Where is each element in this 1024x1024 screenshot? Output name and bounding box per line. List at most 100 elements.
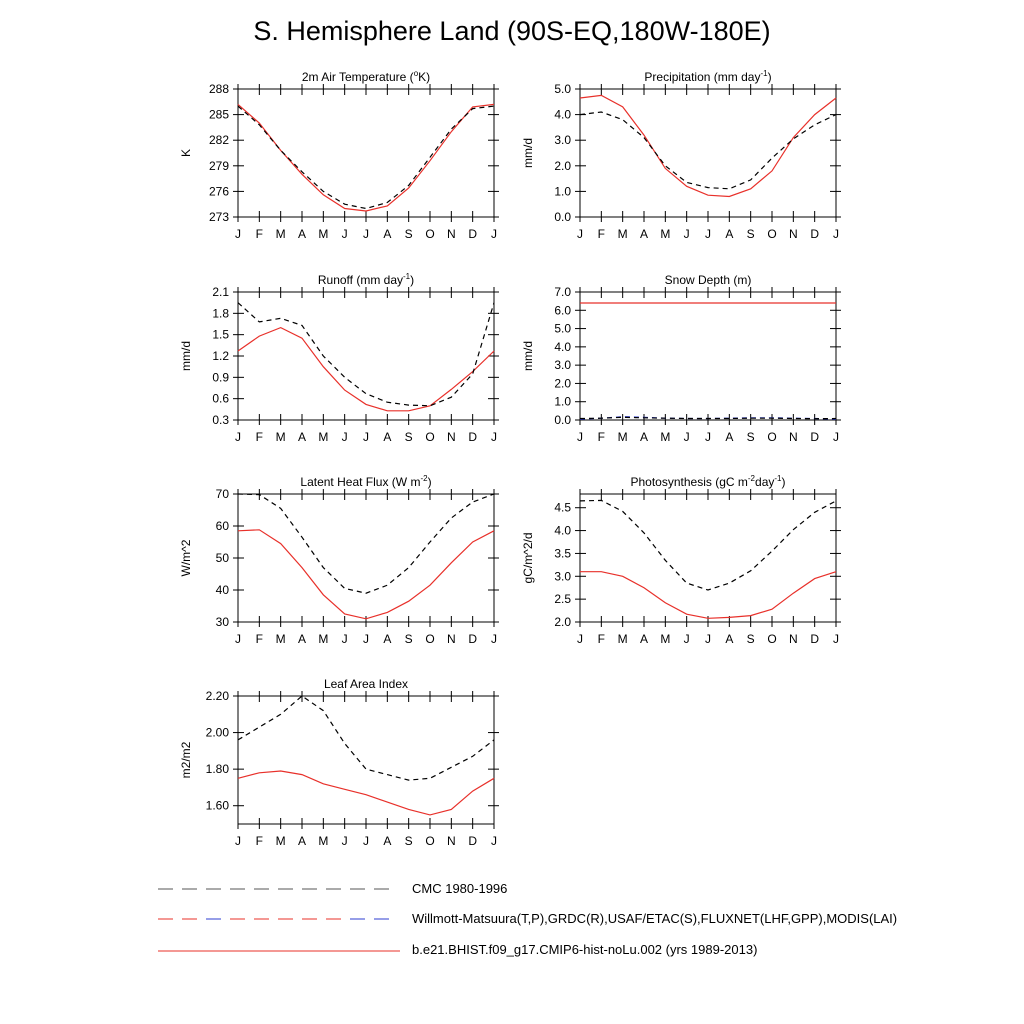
x-tick-label: N xyxy=(789,430,798,444)
x-tick-label: O xyxy=(767,227,776,241)
x-tick-label: J xyxy=(577,632,583,646)
plot-frame xyxy=(579,291,837,421)
x-tick-label: M xyxy=(276,834,286,848)
title-superscript-2: -1 xyxy=(774,474,782,483)
x-tick-label: D xyxy=(810,632,819,646)
y-tick-label: 1.5 xyxy=(212,328,229,342)
legend-obs-label: Willmott-Matsuura(T,P),GRDC(R),USAF/ETAC… xyxy=(412,911,898,926)
title-text-end: ) xyxy=(782,475,786,489)
y-tick-label: 40 xyxy=(216,583,230,597)
y-tick-label: 1.0 xyxy=(554,395,571,409)
y-axis-label: W/m^2 xyxy=(179,539,193,576)
series-line-obs xyxy=(579,499,837,591)
x-tick-label: F xyxy=(598,227,605,241)
y-axis-label: m2/m2 xyxy=(179,741,193,778)
y-tick-label: 2.20 xyxy=(206,689,230,703)
x-tick-label: D xyxy=(468,227,477,241)
x-tick-label: O xyxy=(425,834,434,848)
y-tick-label: 3.0 xyxy=(554,358,571,372)
y-tick-label: 4.0 xyxy=(554,524,571,538)
y-tick-label: 279 xyxy=(209,159,229,173)
panel-1: Precipitation (mm day-1) 0.0 1.0 2.0 3.0 4.0 5… xyxy=(521,69,841,241)
y-axis-label: mm/d xyxy=(521,341,535,371)
x-tick-label: J xyxy=(235,227,241,241)
series-line-model xyxy=(237,326,495,412)
y-tick-label: 7.0 xyxy=(554,285,571,299)
y-tick-label: 285 xyxy=(209,108,229,122)
x-tick-label: J xyxy=(342,430,348,444)
y-tick-label: 0.0 xyxy=(554,210,571,224)
x-tick-label: M xyxy=(318,430,328,444)
x-tick-label: N xyxy=(789,227,798,241)
series-line-model xyxy=(237,103,495,212)
x-tick-label: A xyxy=(383,430,391,444)
x-tick-label: N xyxy=(447,834,456,848)
plot-frame xyxy=(237,695,495,825)
title-superscript: -1 xyxy=(403,272,411,281)
x-tick-label: J xyxy=(577,430,583,444)
x-tick-label: F xyxy=(256,834,263,848)
panel-title: Latent Heat Flux (W m-2) xyxy=(300,474,431,489)
x-tick-label: D xyxy=(468,430,477,444)
y-tick-label: 3.0 xyxy=(554,133,571,147)
x-tick-label: J xyxy=(705,430,711,444)
x-tick-label: M xyxy=(618,430,628,444)
x-tick-label: F xyxy=(256,227,263,241)
x-tick-label: M xyxy=(318,834,328,848)
y-tick-label: 1.60 xyxy=(206,799,230,813)
y-tick-label: 2.1 xyxy=(212,285,229,299)
x-tick-label: A xyxy=(640,430,648,444)
y-tick-label: 4.0 xyxy=(554,108,571,122)
x-tick-label: D xyxy=(468,632,477,646)
x-tick-label: J xyxy=(363,834,369,848)
y-axis-label: mm/d xyxy=(521,138,535,168)
x-tick-label: M xyxy=(276,430,286,444)
series-line-model xyxy=(580,571,837,619)
x-tick-label: J xyxy=(491,632,497,646)
panel-0: 2m Air Temperature (oK) 273 276 279 282 285 28… xyxy=(179,69,499,241)
x-tick-label: N xyxy=(447,632,456,646)
x-tick-label: M xyxy=(276,227,286,241)
panel-5: Photosynthesis (gC m-2day-1) 2.0 2.5 3.0 3.5… xyxy=(521,474,841,646)
y-axis-label: gC/m^2/d xyxy=(521,533,535,584)
x-tick-label: A xyxy=(640,227,648,241)
panel-2: Runoff (mm day-1) 0.3 0.6 0.9 1.2 1.5 1.8 2.1 mm… xyxy=(179,272,499,444)
series-line-obs xyxy=(237,105,495,210)
panel-title: Runoff (mm day-1) xyxy=(318,272,414,287)
title-text: 2m Air Temperature ( xyxy=(302,70,414,84)
legend-model-label: b.e21.BHIST.f09_g17.CMIP6-hist-noLu.002 … xyxy=(412,942,758,957)
x-tick-label: S xyxy=(747,227,755,241)
plot-frame xyxy=(579,493,837,623)
x-tick-label: A xyxy=(298,430,306,444)
series-line-obs xyxy=(237,695,495,781)
series-line-obs xyxy=(579,111,837,190)
y-tick-label: 30 xyxy=(216,615,230,629)
x-tick-label: J xyxy=(363,430,369,444)
y-tick-label: 1.8 xyxy=(212,306,229,320)
legend-lines xyxy=(158,888,400,952)
x-tick-label: J xyxy=(235,632,241,646)
x-tick-label: N xyxy=(447,430,456,444)
x-tick-label: J xyxy=(833,430,839,444)
panel-4: Latent Heat Flux (W m-2) 30 40 50 60 70 W/m^2 J… xyxy=(179,474,499,646)
panel-title: Photosynthesis (gC m-2day-1) xyxy=(631,474,786,489)
y-tick-label: 1.2 xyxy=(212,349,229,363)
x-tick-label: J xyxy=(342,834,348,848)
title-text: Leaf Area Index xyxy=(324,677,408,691)
y-tick-label: 3.5 xyxy=(554,546,571,560)
x-tick-label: S xyxy=(747,430,755,444)
y-tick-label: 0.9 xyxy=(212,370,229,384)
y-tick-label: 2.5 xyxy=(554,592,571,606)
x-tick-label: J xyxy=(491,227,497,241)
y-tick-label: 0.6 xyxy=(212,392,229,406)
x-tick-label: F xyxy=(256,430,263,444)
title-text-rest: ) xyxy=(428,475,432,489)
x-tick-label: M xyxy=(660,227,670,241)
x-tick-label: N xyxy=(789,632,798,646)
title-text: Runoff (mm day xyxy=(318,273,403,287)
title-superscript: -2 xyxy=(748,474,756,483)
x-tick-label: M xyxy=(318,632,328,646)
x-tick-label: M xyxy=(276,632,286,646)
y-tick-label: 50 xyxy=(216,551,230,565)
